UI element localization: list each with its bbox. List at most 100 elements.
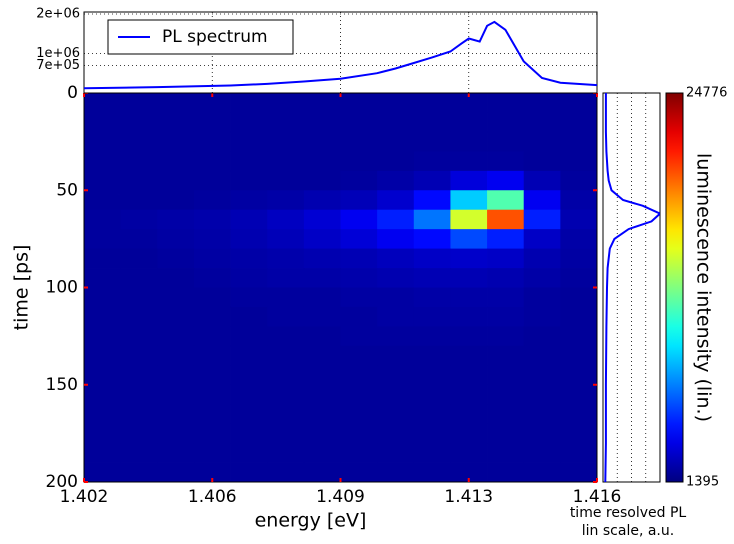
- heatmap-cell: [450, 423, 488, 444]
- heatmap-cell: [413, 170, 451, 191]
- heatmap-cell: [340, 93, 378, 113]
- heatmap-cell: [84, 345, 122, 366]
- heatmap-cell: [230, 326, 268, 347]
- heatmap-cell: [84, 326, 122, 347]
- heatmap-cell: [230, 306, 268, 327]
- heatmap-cell: [120, 190, 158, 211]
- heatmap-cell: [84, 93, 122, 113]
- heatmap-cell: [560, 365, 598, 386]
- heatmap-cell: [487, 151, 525, 172]
- profile-x-label: time resolved PL: [570, 505, 687, 521]
- heatmap-cell: [84, 131, 122, 152]
- heatmap-cell: [193, 306, 231, 327]
- heatmap-cell: [84, 248, 122, 269]
- heatmap-cell: [193, 462, 231, 483]
- heatmap-cell: [303, 404, 341, 425]
- heatmap-cell: [450, 190, 488, 211]
- heatmap-cell: [560, 190, 598, 211]
- heatmap-cell: [303, 170, 341, 191]
- heatmap-cell: [267, 384, 305, 405]
- heatmap-cell: [303, 151, 341, 172]
- y-tick-label: 200: [46, 472, 78, 492]
- heatmap-cell: [377, 131, 415, 152]
- heatmap-cell: [193, 365, 231, 386]
- heatmap-cell: [303, 326, 341, 347]
- heatmap-cell: [340, 326, 378, 347]
- heatmap-cell: [450, 287, 488, 308]
- heatmap-cell: [230, 209, 268, 230]
- heatmap-cell: [523, 151, 561, 172]
- heatmap-cell: [413, 345, 451, 366]
- heatmap-cell: [267, 287, 305, 308]
- heatmap-cell: [450, 345, 488, 366]
- heatmap-cell: [84, 151, 122, 172]
- y-tick-label: 2e+06: [36, 6, 80, 21]
- heatmap-cell: [193, 151, 231, 172]
- heatmap-cell: [120, 462, 158, 483]
- heatmap-cell: [157, 443, 195, 463]
- heatmap-cell: [193, 423, 231, 444]
- heatmap-cell: [413, 404, 451, 425]
- heatmap-cell: [560, 248, 598, 269]
- heatmap-cell: [230, 112, 268, 133]
- heatmap-cell: [340, 345, 378, 366]
- heatmap-cell: [487, 112, 525, 133]
- heatmap-cell: [267, 229, 305, 249]
- heatmap-cell: [120, 229, 158, 249]
- heatmap-cell: [193, 404, 231, 425]
- heatmap-cell: [377, 190, 415, 211]
- heatmap-cell: [157, 287, 195, 308]
- heatmap-cell: [193, 209, 231, 230]
- heatmap-cell: [413, 209, 451, 230]
- heatmap-cell: [560, 229, 598, 249]
- heatmap-cell: [450, 131, 488, 152]
- heatmap-cell: [193, 345, 231, 366]
- profile-x-label: lin scale, a.u.: [582, 523, 674, 539]
- heatmap-cell: [523, 170, 561, 191]
- heatmap-cell: [413, 462, 451, 483]
- heatmap-cell: [450, 268, 488, 288]
- legend-label: PL spectrum: [162, 27, 268, 47]
- heatmap-cell: [157, 306, 195, 327]
- heatmap-cell: [450, 306, 488, 327]
- heatmap-cell: [377, 443, 415, 463]
- heatmap-cell: [157, 151, 195, 172]
- heatmap-cell: [303, 345, 341, 366]
- heatmap-cell: [230, 365, 268, 386]
- heatmap-cell: [523, 423, 561, 444]
- heatmap-cell: [450, 365, 488, 386]
- heatmap-cell: [560, 423, 598, 444]
- heatmap-cell: [230, 404, 268, 425]
- heatmap-cell: [413, 229, 451, 249]
- heatmap-cell: [84, 170, 122, 191]
- heatmap-cell: [120, 423, 158, 444]
- heatmap-cell: [450, 462, 488, 483]
- heatmap-cell: [84, 287, 122, 308]
- heatmap-cell: [523, 326, 561, 347]
- heatmap-cell: [340, 404, 378, 425]
- heatmap-cell: [84, 190, 122, 211]
- heatmap-cell: [487, 326, 525, 347]
- heatmap-cell: [377, 229, 415, 249]
- profile-line: [604, 93, 660, 482]
- heatmap-cell: [157, 170, 195, 191]
- heatmap-cell: [230, 93, 268, 113]
- heatmap-cell: [267, 131, 305, 152]
- heatmap-cell: [84, 384, 122, 405]
- heatmap-cell: [523, 404, 561, 425]
- heatmap-cell: [523, 131, 561, 152]
- heatmap-cell: [377, 345, 415, 366]
- heatmap-cell: [230, 190, 268, 211]
- heatmap-cell: [487, 248, 525, 269]
- heatmap-cell: [487, 93, 525, 113]
- heatmap-cell: [193, 190, 231, 211]
- heatmap-cell: [303, 443, 341, 463]
- heatmap-cell: [267, 462, 305, 483]
- heatmap-cell: [120, 287, 158, 308]
- heatmap-cell: [523, 365, 561, 386]
- heatmap-cell: [120, 306, 158, 327]
- heatmap-cell: [450, 151, 488, 172]
- heatmap-cell: [413, 248, 451, 269]
- heatmap-cell: [340, 462, 378, 483]
- profile-frame: [602, 92, 661, 483]
